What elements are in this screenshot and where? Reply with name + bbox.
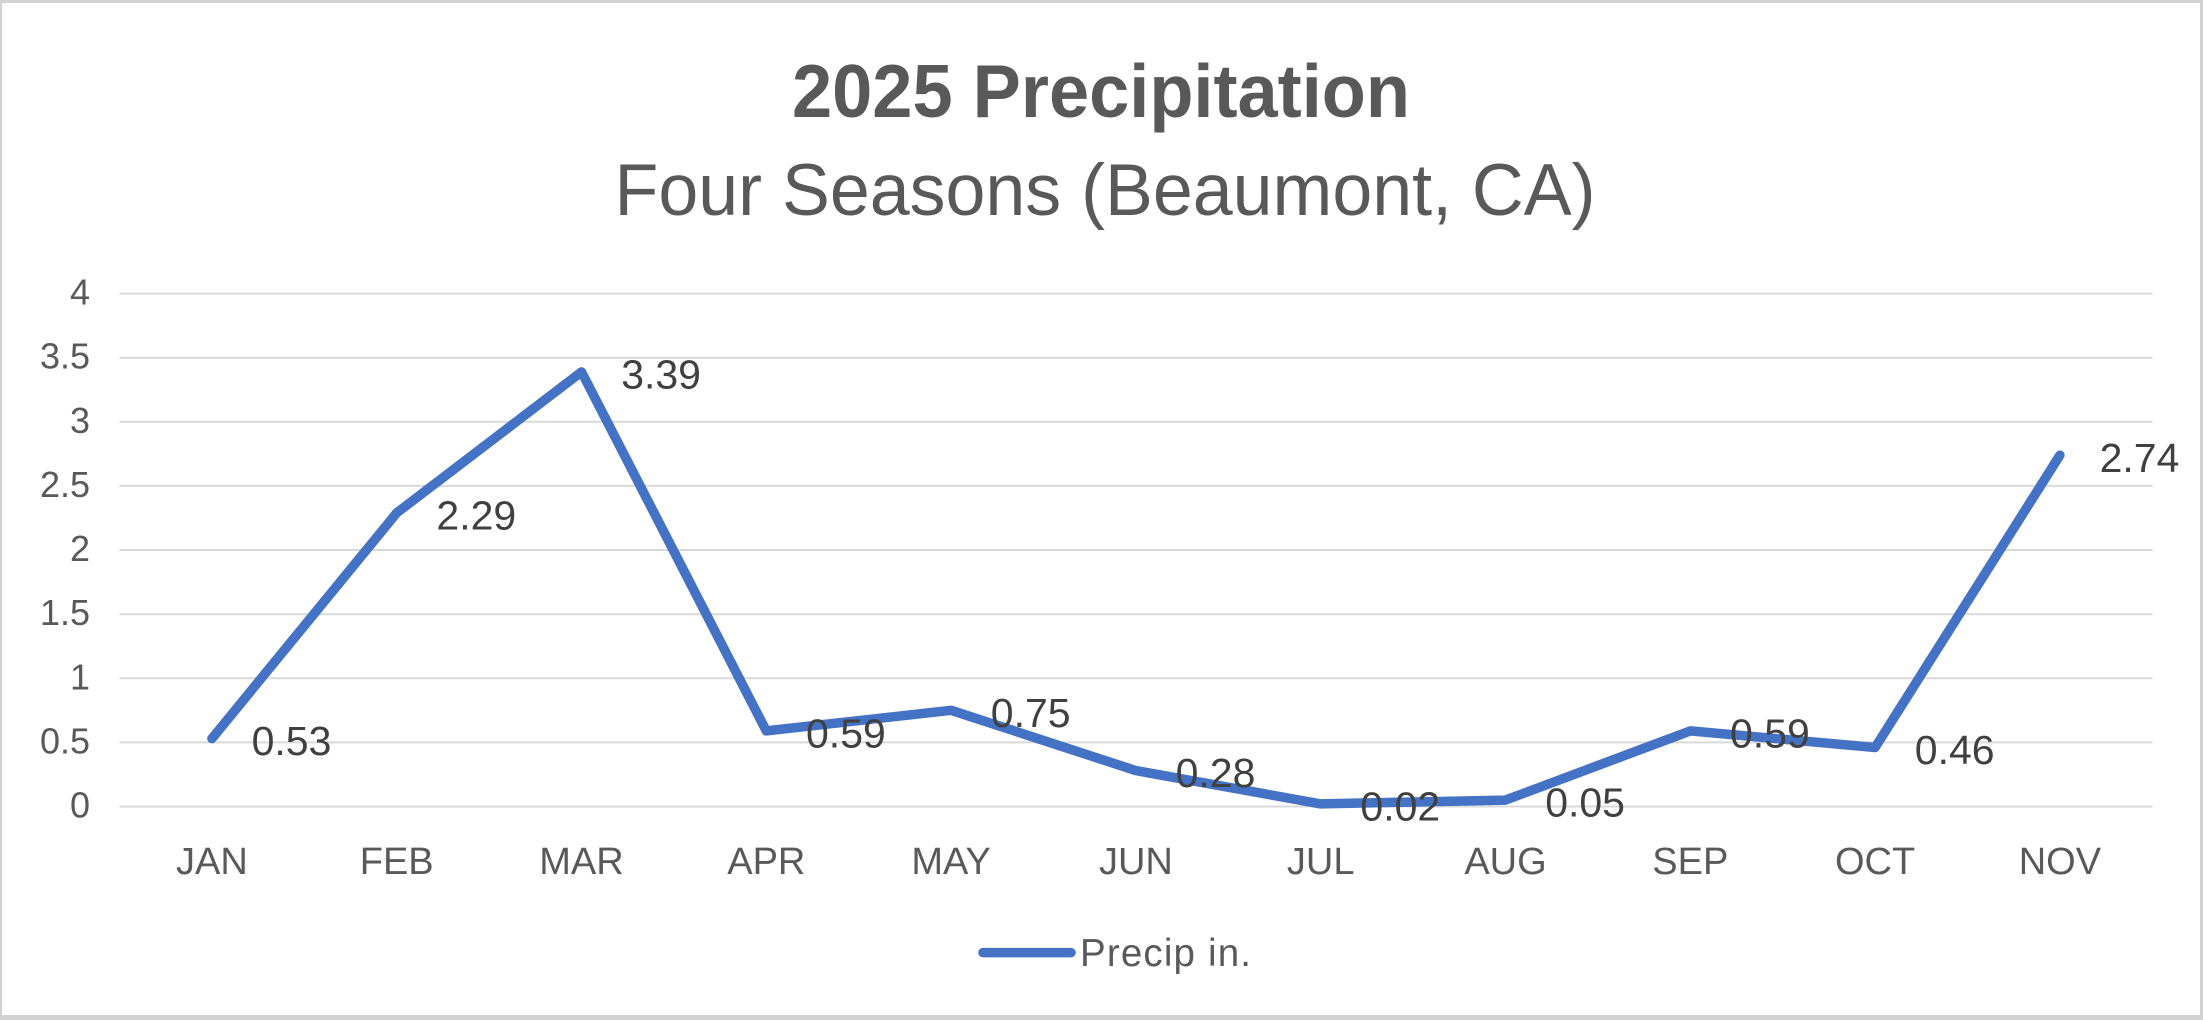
svg-text:0.28: 0.28 bbox=[1176, 750, 1256, 796]
svg-text:FEB: FEB bbox=[360, 841, 434, 883]
svg-text:AUG: AUG bbox=[1464, 841, 1546, 883]
svg-text:OCT: OCT bbox=[1835, 841, 1915, 883]
svg-text:1: 1 bbox=[70, 656, 90, 697]
svg-text:2025 Precipitation: 2025 Precipitation bbox=[792, 49, 1410, 133]
svg-text:0.05: 0.05 bbox=[1545, 780, 1625, 826]
svg-text:2.5: 2.5 bbox=[40, 464, 90, 505]
svg-text:APR: APR bbox=[727, 841, 805, 883]
svg-text:JUN: JUN bbox=[1099, 841, 1173, 883]
svg-text:0.46: 0.46 bbox=[1915, 727, 1995, 773]
svg-text:3: 3 bbox=[70, 400, 90, 441]
svg-text:1.5: 1.5 bbox=[40, 592, 90, 633]
svg-text:0.02: 0.02 bbox=[1360, 784, 1440, 830]
svg-text:SEP: SEP bbox=[1652, 841, 1728, 883]
svg-text:JUL: JUL bbox=[1287, 841, 1355, 883]
svg-text:NOV: NOV bbox=[2019, 841, 2102, 883]
svg-text:JAN: JAN bbox=[176, 841, 248, 883]
svg-text:Precip in.: Precip in. bbox=[1080, 932, 1251, 975]
svg-text:0: 0 bbox=[70, 785, 90, 826]
svg-text:0.5: 0.5 bbox=[40, 720, 90, 761]
svg-text:Four Seasons (Beaumont, CA): Four Seasons (Beaumont, CA) bbox=[615, 150, 1596, 231]
svg-text:0.75: 0.75 bbox=[991, 690, 1071, 736]
svg-text:MAR: MAR bbox=[539, 841, 623, 883]
svg-text:4: 4 bbox=[70, 272, 90, 313]
svg-text:2.29: 2.29 bbox=[436, 493, 516, 539]
svg-text:0.59: 0.59 bbox=[1730, 711, 1810, 757]
svg-text:3.5: 3.5 bbox=[40, 336, 90, 377]
svg-text:0.59: 0.59 bbox=[806, 711, 886, 757]
svg-text:2.74: 2.74 bbox=[2100, 435, 2180, 481]
svg-text:3.39: 3.39 bbox=[621, 352, 701, 398]
svg-text:2: 2 bbox=[70, 528, 90, 569]
svg-text:0.53: 0.53 bbox=[252, 718, 332, 764]
svg-text:MAY: MAY bbox=[911, 841, 991, 883]
